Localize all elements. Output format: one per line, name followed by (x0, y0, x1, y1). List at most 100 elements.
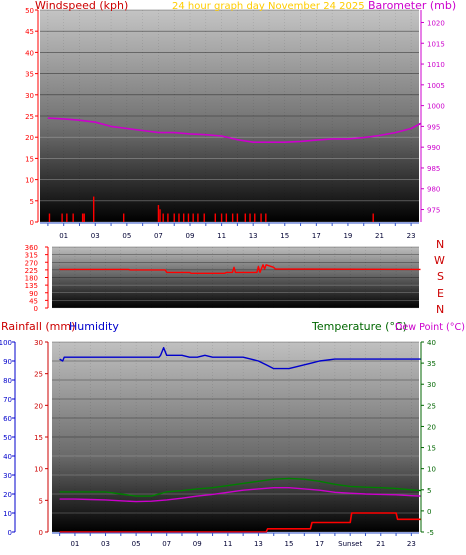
wind-bar (254, 213, 256, 222)
barometer-axis-label: Barometer (mb) (368, 0, 456, 12)
top-x-label-2: 05 (122, 232, 131, 240)
wind-bar (265, 213, 267, 222)
bottom-x-label-7: 15 (285, 540, 294, 548)
windspeed-tick-label-50: 50 (25, 7, 34, 15)
top-x-label-5: 11 (217, 232, 226, 240)
windspeed-tick-label-0: 0 (30, 219, 34, 227)
bottom-x-label-1: 03 (101, 540, 110, 548)
bottom-x-label-5: 11 (223, 540, 232, 548)
wind-bar (372, 213, 374, 222)
top-x-label-8: 17 (312, 232, 321, 240)
wind-bar (81, 213, 84, 222)
wind-bar (178, 213, 180, 222)
direction-tick-label-270: 270 (25, 259, 38, 267)
humidity-line (59, 347, 421, 370)
barometer-tick-label-1015: 1015 (427, 40, 445, 48)
temperature-tick-label-20: 20 (427, 423, 436, 431)
windspeed-tick-label-5: 5 (30, 198, 34, 206)
wind-bar (83, 213, 85, 222)
barometer-tick-label-980: 980 (427, 186, 440, 194)
windspeed-tick-label-25: 25 (25, 113, 34, 121)
temperature-tick-label-15: 15 (427, 445, 436, 453)
wind-bar (72, 213, 74, 222)
wind-bar (66, 213, 68, 222)
wind-bar (231, 213, 234, 222)
rainfall-axis-label: Rainfall (mm) (1, 320, 75, 333)
top-x-label-10: 21 (375, 232, 384, 240)
wind-bar (225, 213, 228, 222)
wind-bar (236, 213, 239, 222)
wind-bar (249, 213, 251, 222)
wind-bar (48, 213, 51, 222)
humidity-tick-label-10: 10 (3, 510, 12, 518)
wind-bar (187, 213, 190, 222)
wind-bar (173, 213, 175, 222)
data-marks (47, 117, 421, 533)
direction-tick-label-45: 45 (29, 297, 38, 305)
direction-tick-label-360: 360 (25, 244, 38, 252)
wind-bar (260, 213, 262, 222)
barometer-line (47, 117, 421, 143)
rainfall-tick-label-0: 0 (39, 529, 43, 537)
humidity-tick-label-100: 100 (0, 339, 12, 347)
bottom-x-label-11: 23 (407, 540, 416, 548)
rainfall-tick-label-5: 5 (39, 497, 43, 505)
wind-bar (92, 196, 95, 222)
wind-bar (244, 213, 246, 222)
windspeed-tick-label-20: 20 (25, 134, 34, 142)
temperature-tick-label--5: -5 (427, 529, 434, 537)
temperature-tick-label-10: 10 (427, 466, 436, 474)
temperature-tick-label-0: 0 (427, 508, 431, 516)
rainfall-line (59, 512, 421, 533)
temperature-tick-label-5: 5 (427, 487, 431, 495)
axis-ticks: 0510152025303540455097598098599099510001… (0, 7, 445, 548)
windspeed-tick-label-40: 40 (25, 49, 34, 57)
barometer-tick-label-975: 975 (427, 207, 440, 215)
humidity-tick-label-40: 40 (3, 453, 12, 461)
direction-tick-label-180: 180 (25, 275, 38, 283)
windspeed-tick-label-35: 35 (25, 71, 34, 79)
top-x-label-9: 19 (343, 232, 352, 240)
wind-bar (197, 213, 199, 222)
humidity-tick-label-20: 20 (3, 491, 12, 499)
windspeed-tick-label-30: 30 (25, 92, 34, 100)
top-x-label-11: 23 (407, 232, 416, 240)
top-x-label-6: 13 (249, 232, 258, 240)
humidity-tick-label-80: 80 (3, 377, 12, 385)
windspeed-tick-label-10: 10 (25, 177, 34, 185)
rainfall-tick-label-10: 10 (34, 466, 43, 474)
top-x-label-4: 09 (186, 232, 195, 240)
humidity-tick-label-90: 90 (3, 358, 12, 366)
barometer-tick-label-995: 995 (427, 123, 440, 131)
windspeed-axis-label: Windspeed (kph) (35, 0, 128, 12)
compass-north-top: N (436, 238, 444, 251)
compass-east: E (437, 287, 444, 300)
bottom-x-label-3: 07 (162, 540, 171, 548)
direction-tick-label-225: 225 (25, 267, 38, 275)
compass-north-bottom: N (436, 303, 444, 316)
top-x-label-3: 07 (154, 232, 163, 240)
top-x-label-7: 15 (280, 232, 289, 240)
direction-tick-label-315: 315 (25, 252, 38, 260)
wind-bar (122, 213, 125, 222)
compass-west: W (434, 254, 445, 267)
humidity-tick-label-60: 60 (3, 415, 12, 423)
top-x-label-1: 03 (91, 232, 100, 240)
bottom-x-label-0: 01 (70, 540, 79, 548)
temperature-line (59, 477, 421, 497)
compass-south: S (437, 270, 444, 283)
dewpoint-axis-label: Dew Point (°C) (395, 322, 465, 333)
rainfall-tick-label-30: 30 (34, 339, 43, 347)
wind-bar (157, 205, 160, 222)
direction-tick-label-0: 0 (34, 305, 38, 313)
temperature-axis-label: Temperature (°C) (311, 320, 407, 333)
wind-bar (220, 213, 223, 222)
direction-tick-label-90: 90 (29, 290, 38, 298)
top-x-label-0: 01 (59, 232, 68, 240)
barometer-tick-label-1005: 1005 (427, 82, 445, 90)
bottom-x-label-4: 09 (193, 540, 202, 548)
barometer-tick-label-1000: 1000 (427, 103, 445, 111)
windspeed-tick-label-45: 45 (25, 28, 34, 36)
humidity-tick-label-50: 50 (3, 434, 12, 442)
